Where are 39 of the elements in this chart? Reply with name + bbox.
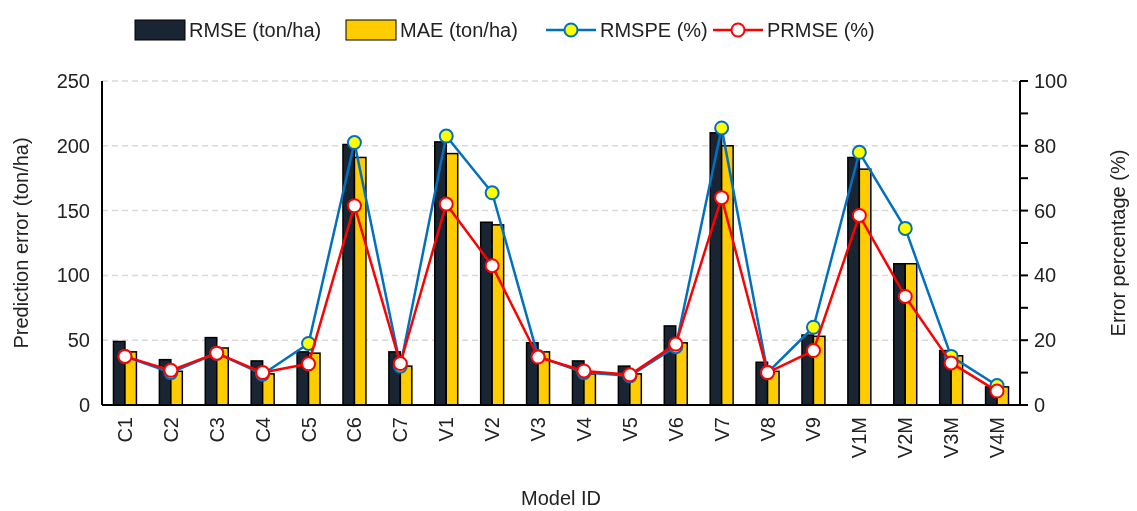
y-tick-label: 150 — [56, 199, 90, 222]
x-tick-label: V8 — [756, 417, 779, 442]
x-tick-label: C5 — [297, 417, 320, 443]
x-tick-label: C2 — [159, 417, 182, 443]
y2-tick-label: 40 — [1034, 264, 1057, 287]
y-tick-label: 100 — [56, 264, 90, 287]
y2-tick-label: 0 — [1034, 394, 1046, 416]
x-tick-label: V7 — [710, 417, 733, 442]
x-tick-label: C3 — [205, 417, 228, 443]
y-tick-label: 0 — [78, 394, 90, 416]
x-tick-label: C4 — [251, 417, 274, 443]
y-tick-label: 50 — [67, 329, 90, 352]
y2-tick-label: 100 — [1034, 70, 1068, 92]
legend-label: PRMSE (%) — [767, 19, 875, 41]
x-tick-label: V2M — [894, 417, 917, 459]
y-tick-label: 200 — [56, 134, 90, 157]
x-tick-label: V2 — [481, 417, 504, 442]
y2-tick-label: 80 — [1034, 134, 1057, 157]
x-tick-label: V3M — [940, 417, 963, 459]
x-axis-title: Model ID — [520, 487, 602, 509]
x-tick-label: V1 — [435, 417, 458, 442]
y2-tick-label: 60 — [1034, 199, 1057, 222]
x-tick-label: V4 — [572, 417, 595, 442]
legend-label: MAE (ton/ha) — [400, 19, 518, 41]
x-tick-label: C7 — [389, 417, 412, 443]
x-tick-label: V1M — [848, 417, 871, 459]
legend-label: RMSPE (%) — [600, 19, 708, 41]
legend-label: RMSE (ton/ha) — [189, 19, 322, 41]
y2-axis-title: Error percentage (%) — [1107, 149, 1129, 337]
y-tick-label: 250 — [56, 70, 90, 92]
x-tick-label: V5 — [618, 417, 641, 442]
x-tick-label: C6 — [343, 417, 366, 443]
x-tick-label: V6 — [664, 417, 687, 442]
x-tick-label: V3 — [527, 417, 550, 442]
y2-tick-label: 20 — [1034, 329, 1057, 352]
x-tick-label: V9 — [802, 417, 825, 442]
y-axis-title: Prediction error (ton/ha) — [10, 137, 32, 349]
x-tick-label: V4M — [986, 417, 1009, 459]
x-tick-label: C1 — [113, 417, 136, 443]
